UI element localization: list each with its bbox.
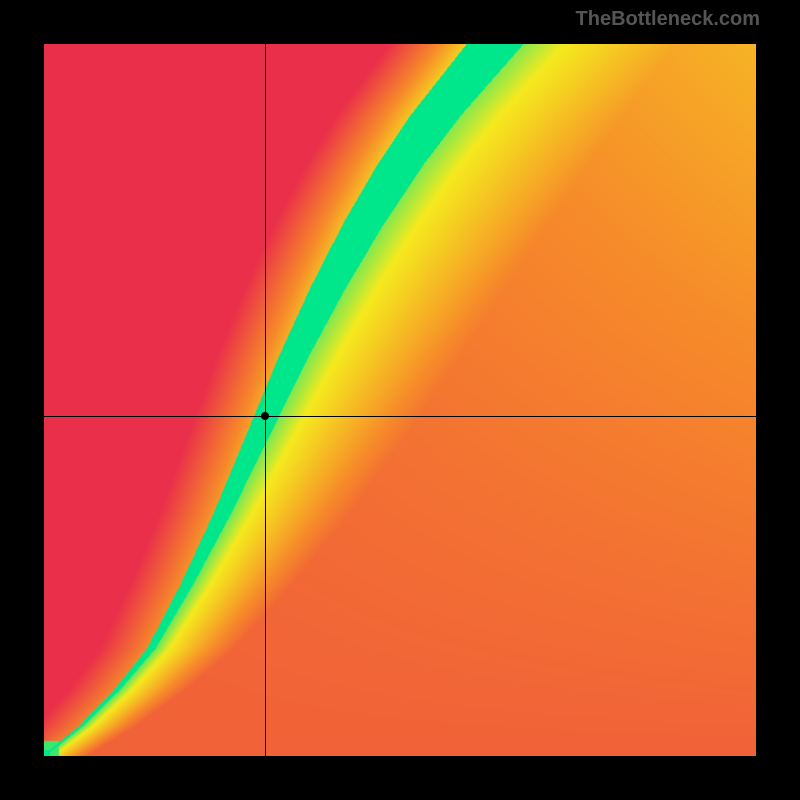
marker-point: [261, 412, 269, 420]
heatmap-canvas: [44, 44, 756, 756]
crosshair-vertical: [265, 44, 266, 756]
watermark-text: TheBottleneck.com: [576, 8, 760, 31]
bottleneck-heatmap: [44, 44, 756, 756]
crosshair-horizontal: [44, 416, 756, 417]
